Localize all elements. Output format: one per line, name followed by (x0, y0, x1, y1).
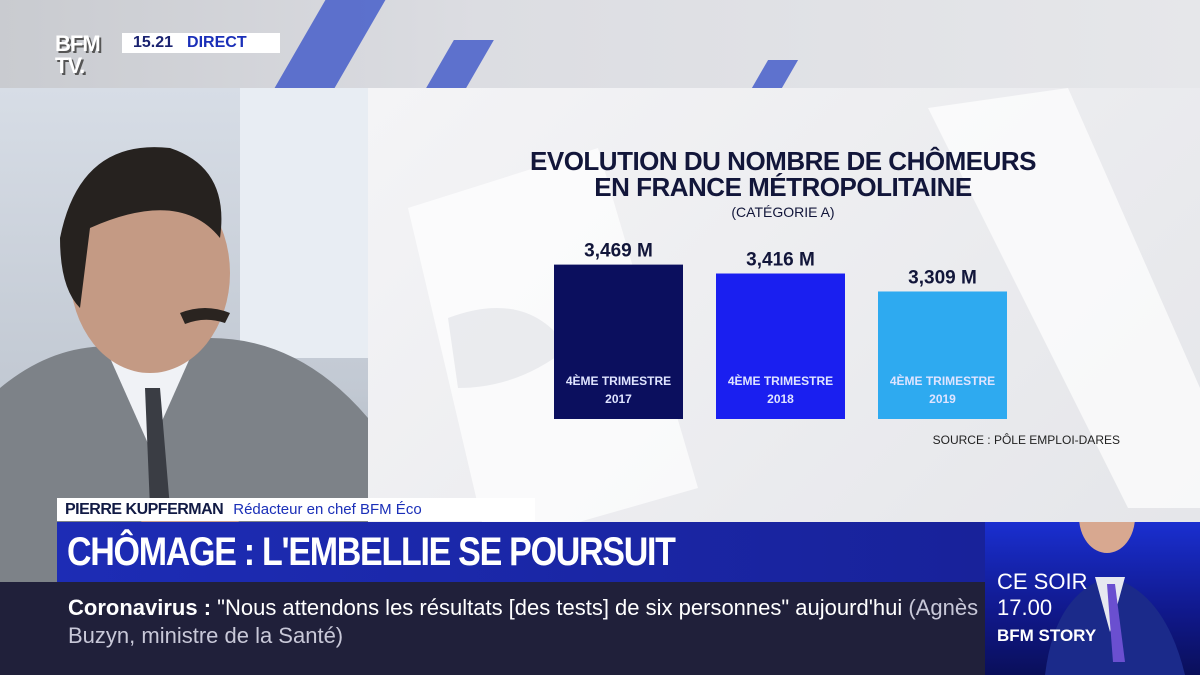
decor-stripe (426, 40, 494, 88)
bar (554, 264, 683, 419)
decor-stripe (751, 60, 799, 88)
chart-title-line: EVOLUTION DU NOMBRE DE CHÔMEURS (530, 146, 1036, 176)
bar-category-label: 2018 (767, 392, 794, 406)
bar-category-label: 2019 (929, 392, 956, 406)
promo-line1: CE SOIR (997, 569, 1088, 594)
chart-title-line: EN FRANCE MÉTROPOLITAINE (594, 172, 972, 202)
headline-bar: CHÔMAGE : L'EMBELLIE SE POURSUIT (57, 522, 985, 582)
bar-category-label: 4ÈME TRIMESTRE (566, 373, 671, 388)
chart-subtitle: (CATÉGORIE A) (731, 204, 835, 220)
bar-value-label: 3,469 M (584, 241, 653, 262)
speaker-name: PIERRE KUPFERMAN (65, 500, 224, 518)
host-image (1045, 522, 1185, 675)
news-ticker: Coronavirus : "Nous attendons les résult… (0, 582, 985, 675)
live-clock: 15.21 DIRECT (122, 33, 280, 53)
headline-text: CHÔMAGE : L'EMBELLIE SE POURSUIT (67, 529, 676, 574)
bar-value-label: 3,309 M (908, 267, 977, 288)
bar-value-label: 3,416 M (746, 250, 815, 271)
ticker-quote: "Nous attendons les résultats [des tests… (217, 595, 903, 620)
show-promo: CE SOIR 17.00 BFM STORY (985, 522, 1200, 675)
speaker-caption: PIERRE KUPFERMAN Rédacteur en chef BFM É… (57, 498, 535, 521)
bar-category-label: 4ÈME TRIMESTRE (728, 373, 833, 388)
promo-time: 17.00 (997, 595, 1053, 620)
chart-panel: EVOLUTION DU NOMBRE DE CHÔMEURS EN FRANC… (368, 88, 1200, 588)
chart-source: SOURCE : PÔLE EMPLOI-DARES (932, 433, 1120, 447)
clock-time: 15.21 (133, 34, 174, 51)
channel-logo: BFM TV. (55, 31, 101, 78)
bar (878, 291, 1007, 419)
bar-category-label: 4ÈME TRIMESTRE (890, 373, 995, 388)
chart-title: EVOLUTION DU NOMBRE DE CHÔMEURS EN FRANC… (508, 148, 1058, 200)
bar (716, 273, 845, 419)
bar-category-label: 2017 (605, 392, 632, 406)
ticker-attribution: (Agnès Buzyn, ministre de la Santé) (68, 595, 979, 648)
decor-stripe (274, 0, 386, 88)
live-label: DIRECT (187, 34, 247, 51)
bar-chart: 3,469 M 4ÈME TRIMESTRE 2017 3,416 M 4ÈME TRI… (554, 241, 1007, 419)
watermark-logo (408, 88, 1200, 548)
ticker-topic: Coronavirus : (68, 595, 212, 620)
speaker-role: Rédacteur en chef BFM Éco (233, 501, 422, 518)
promo-show: BFM STORY (997, 626, 1097, 645)
